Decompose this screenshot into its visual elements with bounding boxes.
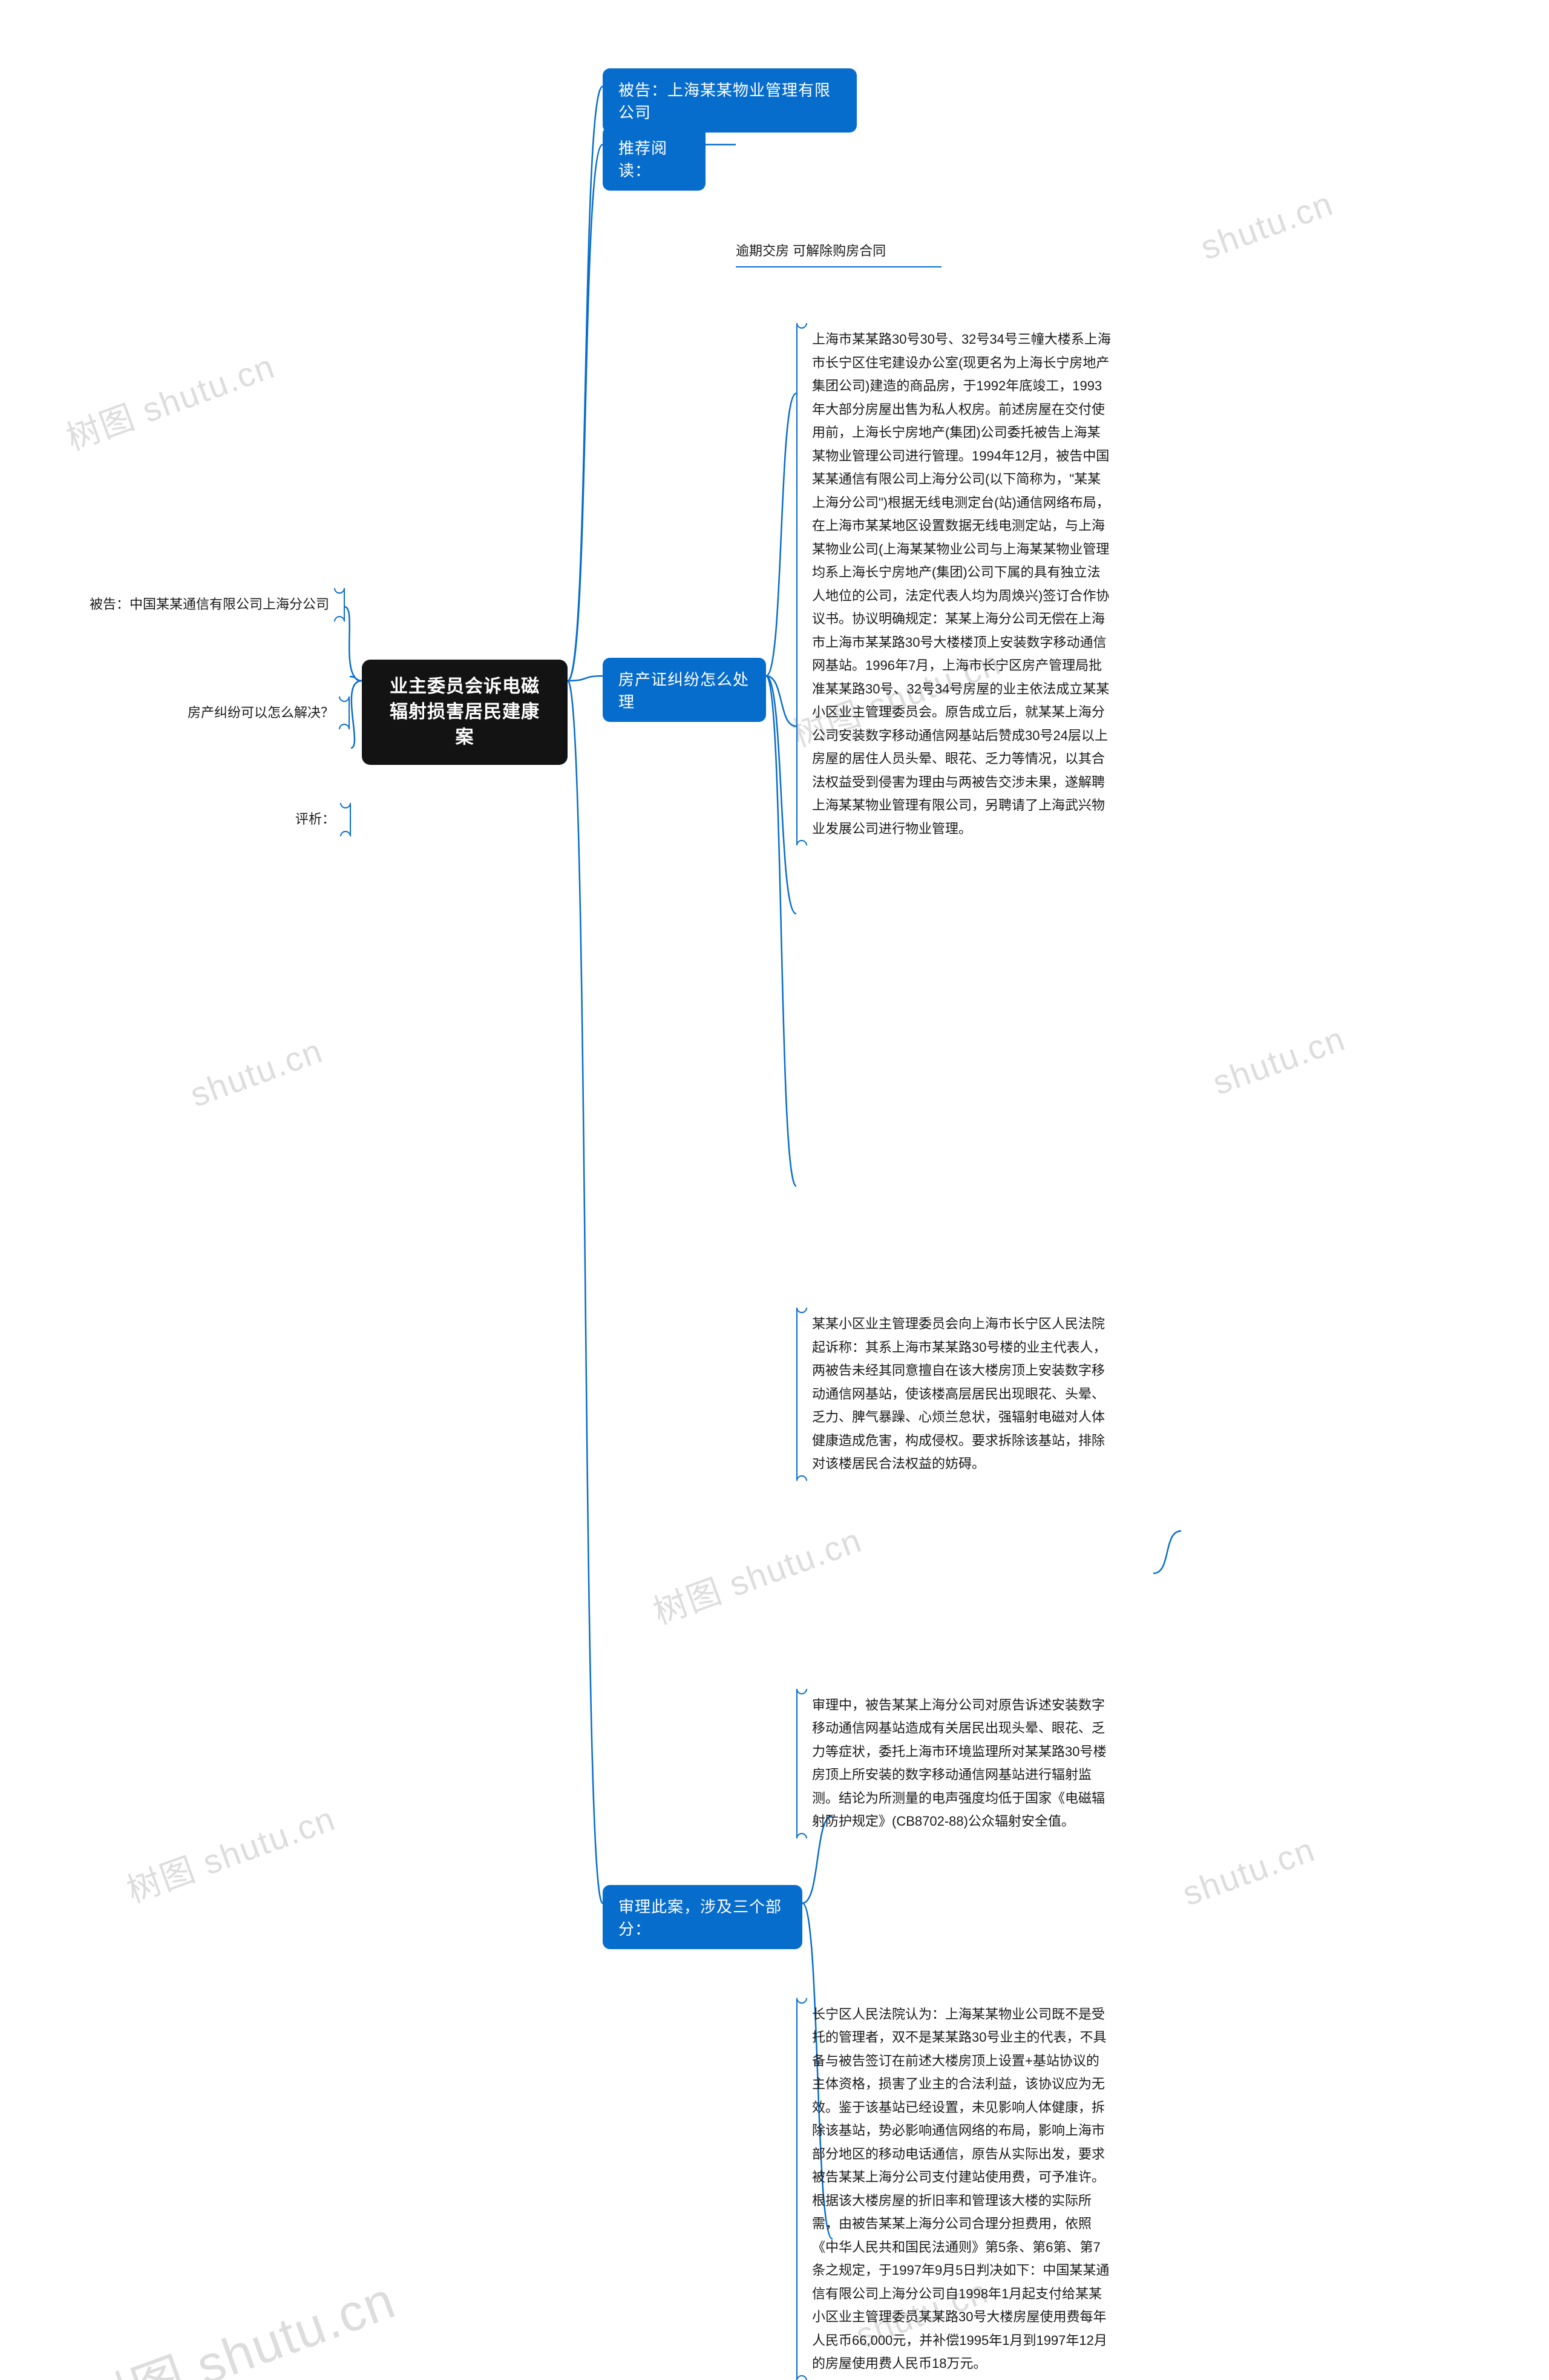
leaf-property-2: 某某小区业主管理委员会向上海市长宁区人民法院起诉称：其系上海市某某路30号楼的业… <box>796 1306 1111 1482</box>
left-branch-analysis[interactable]: 评析： <box>284 802 351 838</box>
branch-recommend[interactable]: 推荐阅读： <box>603 126 706 191</box>
leaf-property-3: 审理中，被告某某上海分公司对原告诉述安装数字移动通信网基站造成有关居民出现头晕、… <box>796 1688 1111 1840</box>
watermark: shutu.cn <box>1196 183 1338 267</box>
watermark: shutu.cn <box>185 1031 328 1115</box>
watermark: 树图 shutu.cn <box>70 2258 404 2380</box>
branch-property-dispute[interactable]: 房产证纠纷怎么处理 <box>603 658 766 722</box>
root-node[interactable]: 业主委员会诉电磁辐射损害居民建康案 <box>362 660 568 765</box>
branch-trial-parts[interactable]: 审理此案，涉及三个部分： <box>603 1885 802 1949</box>
left-branch-defendant2[interactable]: 被告：中国某某通信有限公司上海分公司 <box>67 587 345 623</box>
watermark: 树图 shutu.cn <box>59 339 281 461</box>
connector-layer <box>0 0 1549 2380</box>
left-branch-how-solve[interactable]: 房产纠纷可以怎么解决？ <box>174 695 350 731</box>
watermark: 树图 shutu.cn <box>119 1792 341 1913</box>
leaf-property-4: 长宁区人民法院认为：上海某某物业公司既不是受托的管理者，双不是某某路30号业主的… <box>796 1997 1111 2380</box>
watermark: shutu.cn <box>1208 1018 1351 1103</box>
watermark: 树图 shutu.cn <box>646 1513 868 1634</box>
leaf-recommend-item: 逾期交房 可解除购房合同 <box>736 234 942 268</box>
branch-defendant1[interactable]: 被告：上海某某物业管理有限公司 <box>603 68 857 133</box>
leaf-property-1: 上海市某某路30号30号、32号34号三幢大楼系上海市长宁区住宅建设办公室(现更… <box>796 322 1111 847</box>
watermark: shutu.cn <box>1177 1829 1320 1913</box>
